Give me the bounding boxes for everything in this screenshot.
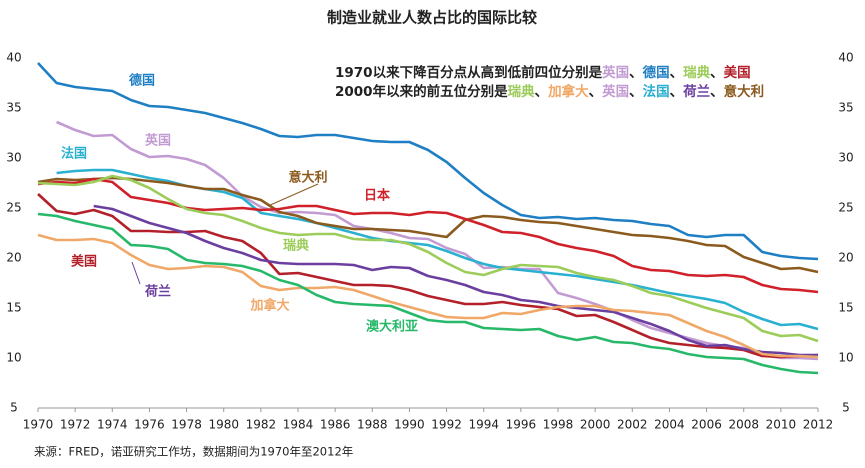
x-tick-label: 1992: [431, 418, 462, 432]
annotation-separator: 、: [629, 65, 643, 81]
annotation-item: 德国: [643, 64, 670, 81]
series-line: [37, 62, 819, 261]
chart-title: 制造业就业人数占比的国际比较: [327, 9, 537, 27]
x-tick-label: 1996: [506, 418, 537, 432]
annotation-item: 美国: [724, 64, 751, 81]
x-tick-label: 1974: [97, 418, 128, 432]
annotation-text: 1970以来下降百分点从高到低前四位分别是: [335, 64, 603, 81]
y-tick-label: 40: [6, 51, 21, 65]
x-tick-label: 1988: [357, 418, 388, 432]
series-line: [37, 177, 819, 294]
y-tick-label: 30: [6, 151, 21, 165]
series-line: [37, 174, 819, 343]
x-tick-label: 1980: [208, 418, 239, 432]
y2-tick-label: 5: [842, 401, 850, 415]
annotation-item: 英国: [601, 83, 629, 100]
y-tick-label: 15: [6, 301, 21, 315]
series-label: 美国: [71, 254, 97, 270]
x-tick-label: 2004: [654, 418, 685, 432]
annotation-item: 法国: [643, 83, 670, 100]
y-tick-label: 25: [6, 201, 21, 215]
x-tick-label: 1998: [543, 418, 574, 432]
x-tick-label: 1972: [60, 418, 91, 432]
series-line: [37, 193, 819, 359]
x-tick-label: 1990: [394, 418, 425, 432]
series-label: 瑞典: [283, 238, 309, 254]
source-note: 来源：FRED，诺亚研究工作坊，数据期间为1970年至2012年: [34, 445, 353, 459]
series-label: 荷兰: [144, 284, 171, 300]
annotation-separator: 、: [589, 84, 603, 100]
y-tick-label: 20: [6, 251, 21, 265]
series-label: 德国: [129, 73, 155, 89]
annotation-separator: 、: [710, 65, 724, 81]
x-tick-label: 2012: [803, 418, 834, 432]
x-tick-label: 2000: [580, 418, 611, 432]
y2-tick-label: 40: [838, 51, 853, 65]
annotation: 1970以来下降百分点从高到低前四位分别是英国、德国、瑞典、美国: [335, 64, 751, 81]
x-tick-label: 1994: [468, 418, 499, 432]
annotation-item: 加拿大: [547, 83, 589, 100]
series-line: [56, 120, 819, 361]
annotation-item: 英国: [601, 64, 629, 81]
y2-tick-label: 30: [838, 151, 853, 165]
x-tick-label: 1978: [171, 418, 202, 432]
y-tick-label: 5: [10, 401, 18, 415]
leader-line: [267, 183, 319, 207]
x-tick-label: 1986: [320, 418, 351, 432]
y2-tick-label: 25: [838, 201, 853, 215]
series-line: [93, 204, 818, 357]
series-label: 澳大利亚: [366, 319, 418, 335]
x-tick-label: 1970: [23, 418, 54, 432]
annotation-separator: 、: [670, 65, 684, 81]
y2-tick-label: 20: [838, 251, 853, 265]
series-label: 意大利: [288, 170, 327, 186]
annotation-item: 意大利: [724, 83, 765, 100]
series-label: 日本: [364, 188, 390, 204]
series-label: 英国: [144, 133, 171, 149]
x-tick-label: 2008: [728, 418, 759, 432]
series-line: [37, 233, 819, 359]
x-tick-label: 1976: [134, 418, 165, 432]
annotation: 2000年以来的前五位分别是瑞典、加拿大、英国、法国、荷兰、意大利: [335, 83, 764, 100]
annotation-item: 瑞典: [683, 64, 711, 81]
x-tick-label: 1982: [246, 418, 277, 432]
y2-tick-label: 35: [838, 101, 853, 115]
annotation-text: 2000年以来的前五位分别是: [335, 83, 508, 100]
annotation-separator: 、: [629, 84, 643, 100]
y-tick-label: 10: [6, 351, 21, 365]
x-tick-label: 2006: [691, 418, 722, 432]
y2-tick-label: 15: [838, 301, 853, 315]
x-tick-label: 2010: [766, 418, 797, 432]
series-line: [37, 176, 819, 274]
y-tick-label: 35: [6, 101, 21, 115]
leader-line: [131, 261, 141, 285]
annotation-separator: 、: [535, 84, 549, 100]
annotation-item: 荷兰: [682, 83, 710, 100]
x-tick-label: 1984: [283, 418, 314, 432]
y2-tick-label: 10: [838, 351, 853, 365]
annotation-separator: 、: [670, 84, 684, 100]
series-label: 法国: [61, 146, 87, 162]
annotation-separator: 、: [710, 84, 724, 100]
series-line: [37, 212, 819, 375]
x-tick-label: 2002: [617, 418, 648, 432]
series-label: 加拿大: [249, 298, 289, 314]
annotation-item: 瑞典: [508, 83, 536, 100]
